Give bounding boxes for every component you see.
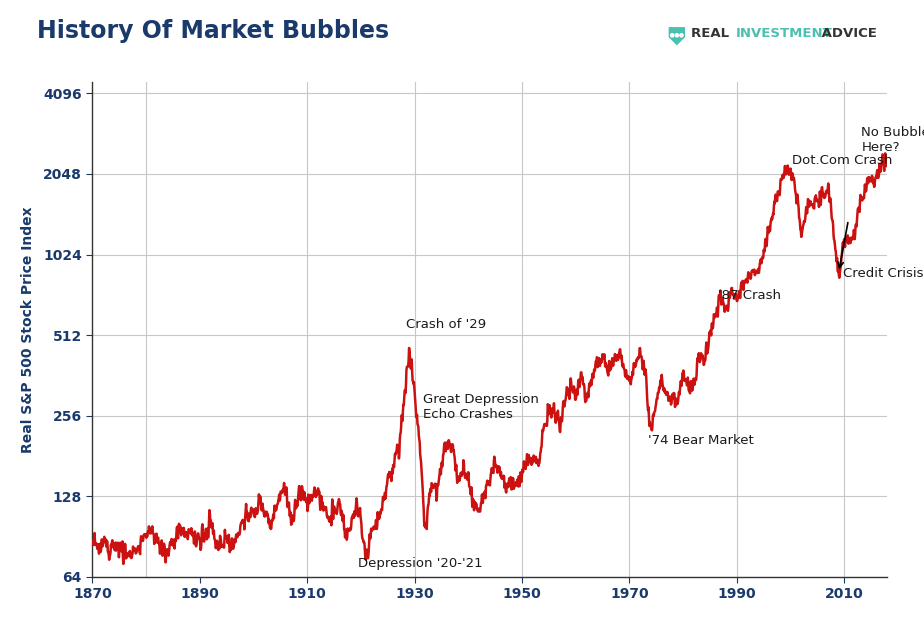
Text: Credit Crisis: Credit Crisis [843, 268, 923, 280]
Text: ADVICE: ADVICE [817, 27, 877, 40]
Text: REAL: REAL [691, 27, 734, 40]
Text: Dot.Com Crash: Dot.Com Crash [792, 153, 893, 167]
Text: Crash of '29: Crash of '29 [407, 318, 487, 331]
Text: '74 Bear Market: '74 Bear Market [648, 434, 754, 448]
Polygon shape [667, 26, 686, 47]
Text: Great Depression
Echo Crashes: Great Depression Echo Crashes [422, 394, 539, 422]
Circle shape [680, 34, 683, 37]
Y-axis label: Real S&P 500 Stock Price Index: Real S&P 500 Stock Price Index [20, 207, 35, 453]
Circle shape [671, 34, 674, 37]
Text: '87 Crash: '87 Crash [718, 289, 781, 302]
Text: INVESTMENT: INVESTMENT [736, 27, 833, 40]
Text: History Of Market Bubbles: History Of Market Bubbles [37, 19, 389, 43]
Text: No Bubble
Here?: No Bubble Here? [861, 126, 924, 154]
Circle shape [675, 34, 678, 37]
Text: Depression '20-'21: Depression '20-'21 [359, 557, 483, 570]
